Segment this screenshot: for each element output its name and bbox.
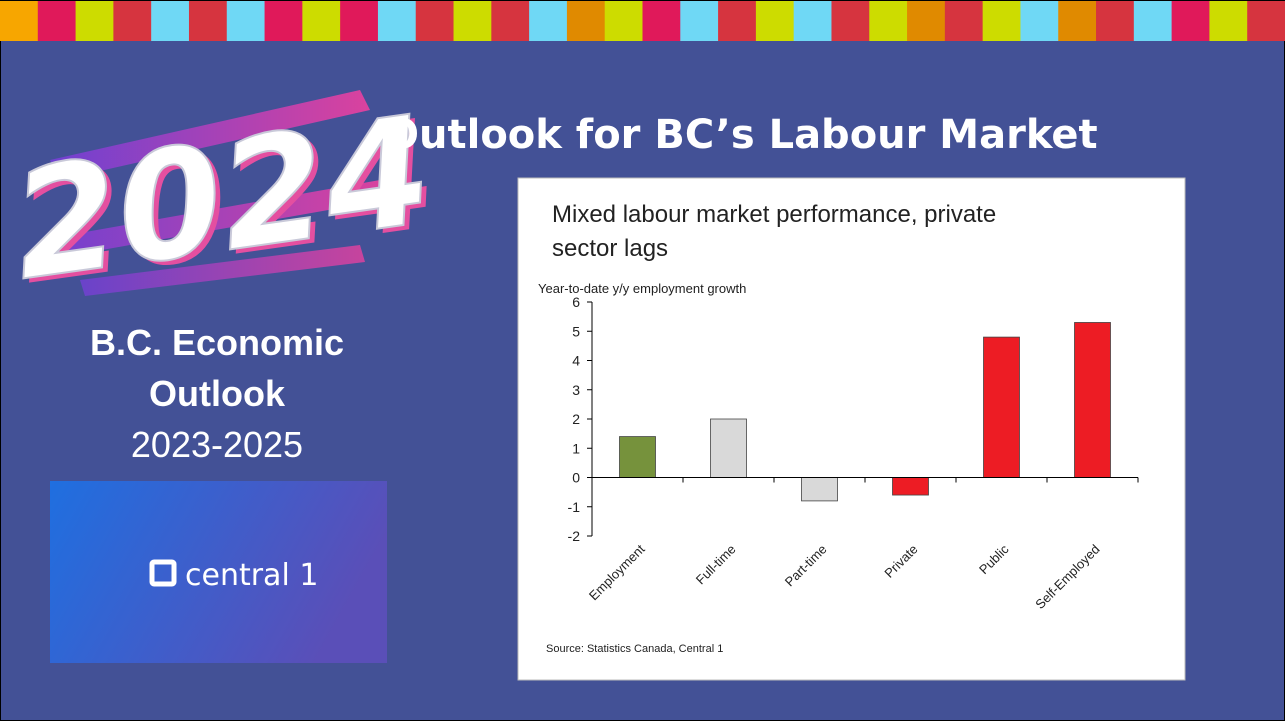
brand-icon <box>149 559 177 587</box>
y-tick-label: -1 <box>568 499 581 515</box>
stripe-block <box>831 1 870 41</box>
stripe-block <box>226 1 266 41</box>
stripe-block <box>0 1 39 41</box>
stripe-block <box>982 1 1021 41</box>
stripe-block <box>1096 1 1135 41</box>
stripe-block <box>944 1 984 41</box>
brand-box <box>50 481 387 663</box>
stripe-block <box>491 1 530 41</box>
bar <box>1074 322 1111 478</box>
stripe-block <box>604 1 643 41</box>
stripe-block <box>642 1 681 41</box>
y-tick-label: 1 <box>572 440 580 456</box>
stripe-block <box>793 1 832 41</box>
y-tick-label: 5 <box>572 323 580 339</box>
y-tick-label: 3 <box>572 382 580 398</box>
sidebar-line: Outlook <box>149 373 286 414</box>
bar <box>801 477 838 502</box>
y-tick-label: -2 <box>568 528 581 544</box>
stripe-block <box>680 1 719 41</box>
stripe-block <box>718 1 757 41</box>
y-axis-label: Year-to-date y/y employment growth <box>538 281 746 296</box>
stripe-block <box>529 1 568 41</box>
stripe-block <box>302 1 341 41</box>
top-stripe <box>0 1 1285 41</box>
bar <box>892 477 929 496</box>
slide-title: Outlook for BC’s Labour Market <box>385 112 1098 158</box>
chart-source: Source: Statistics Canada, Central 1 <box>546 643 723 655</box>
stripe-block <box>1133 1 1173 41</box>
sidebar-years: 2023-2025 <box>131 424 303 465</box>
stripe-block <box>1058 1 1097 41</box>
chart-title: Mixed labour market performance, private… <box>552 201 996 262</box>
stripe-block <box>453 1 492 41</box>
y-tick-label: 0 <box>572 470 580 486</box>
sidebar-line: B.C. Economic <box>90 322 344 363</box>
stripe-block <box>340 1 379 41</box>
stripe-block <box>37 1 77 41</box>
brand-name: central 1 <box>185 558 318 593</box>
y-tick-label: 6 <box>572 294 580 310</box>
stripe-block <box>566 1 606 41</box>
stripe-block <box>75 1 114 41</box>
bar <box>619 436 656 478</box>
stripe-block <box>1247 1 1285 41</box>
bar <box>983 336 1020 478</box>
stripe-block <box>869 1 908 41</box>
stripe-block <box>264 1 303 41</box>
stripe-block <box>151 1 190 41</box>
stripe-block <box>377 1 417 41</box>
stripe-block <box>415 1 455 41</box>
stripe-block <box>907 1 946 41</box>
y-tick-label: 2 <box>572 411 580 427</box>
chart-frame <box>517 177 1186 681</box>
stripe-block <box>113 1 152 41</box>
stripe-block <box>1020 1 1059 41</box>
bar <box>710 418 747 478</box>
stripe-block <box>1171 1 1210 41</box>
chart: Mixed labour market performance, private… <box>517 177 1186 681</box>
stripe-block <box>188 1 228 41</box>
stripe-block <box>755 1 795 41</box>
stripe-block <box>1209 1 1248 41</box>
y-tick-label: 4 <box>572 353 580 369</box>
